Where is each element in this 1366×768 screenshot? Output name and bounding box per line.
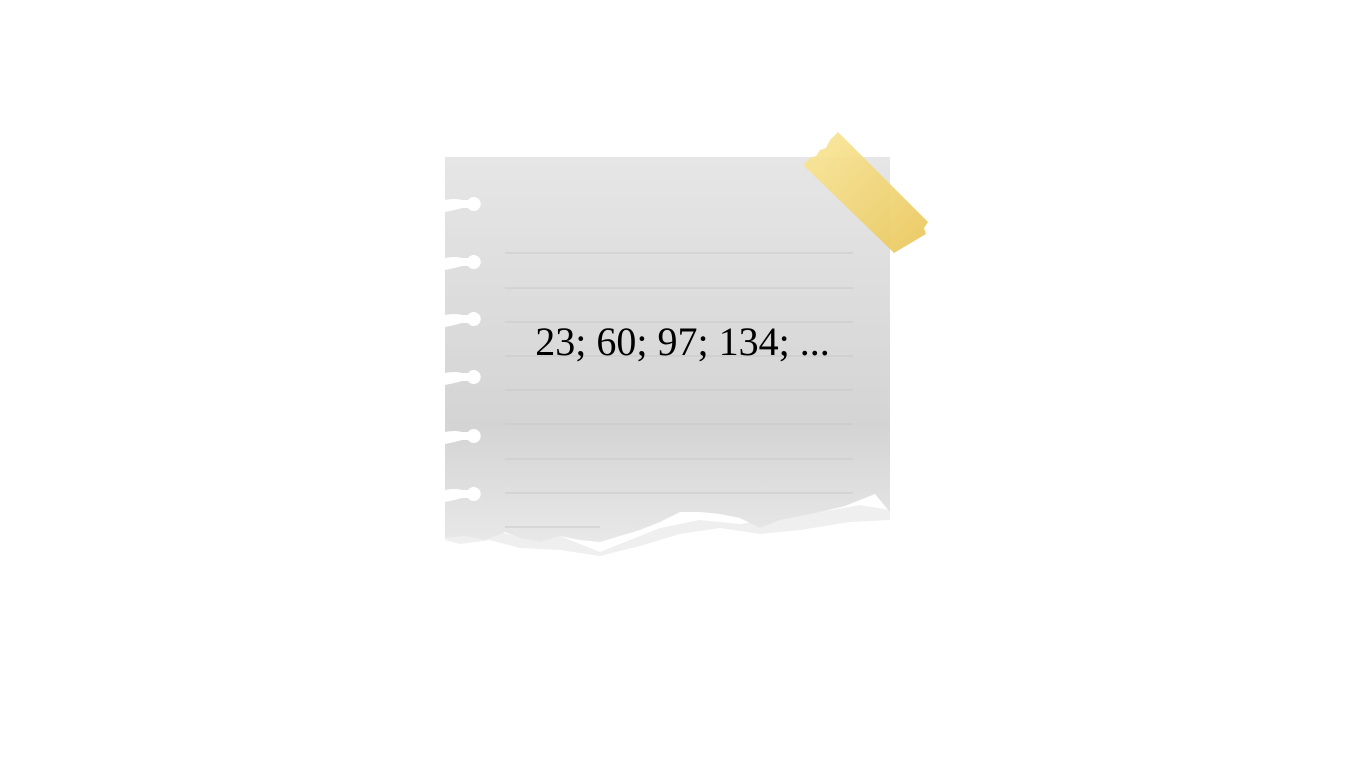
- ruled-lines: [505, 252, 853, 528]
- binder-holes: [445, 197, 481, 502]
- torn-edge-shadow: [445, 505, 890, 556]
- tape: [803, 132, 928, 253]
- number-sequence: 23; 60; 97; 134; ...: [535, 319, 830, 364]
